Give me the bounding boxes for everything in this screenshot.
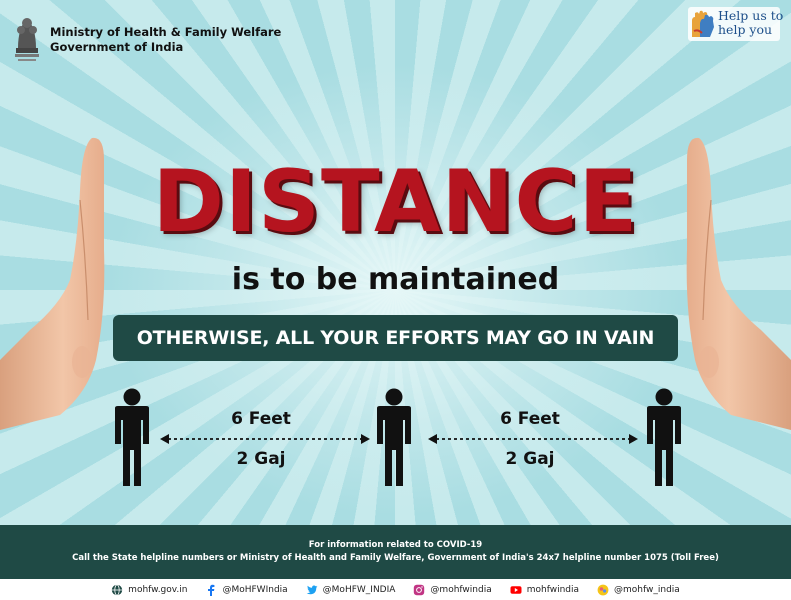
facebook-icon [208,584,215,596]
social-label: mohfw.gov.in [128,584,188,595]
ministry-line-2: Government of India [50,40,184,54]
koo-icon [597,584,609,595]
social-youtube[interactable]: mohfwindia [510,584,579,596]
distance-1-feet: 6 Feet [231,409,291,429]
warning-banner-text: OTHERWISE, ALL YOUR EFFORTS MAY GO IN VA… [136,327,655,349]
ministry-name: Ministry of Health & Family Welfare Gove… [50,25,281,55]
social-label: @MoHFW_INDIA [322,584,396,595]
person-left-icon [115,388,149,486]
info-line-2: Call the State helpline numbers or Minis… [72,553,719,563]
twitter-icon [306,585,318,594]
right-hand-image [686,137,791,430]
social-facebook[interactable]: @MoHFWIndia [205,584,288,596]
social-label: @mohfw_india [614,584,680,595]
social-label: @mohfwindia [430,584,492,595]
social-bar: mohfw.gov.in @MoHFWIndia @MoHFW_INDIA @m… [0,579,791,600]
distance-1-gaj: 2 Gaj [236,449,286,469]
left-hand-image [0,137,105,430]
social-instagram[interactable]: @mohfwindia [413,584,492,596]
social-label: mohfwindia [526,584,580,595]
help-line-1: Help us to [718,8,784,23]
youtube-icon [510,585,522,594]
distance-2-gaj: 2 Gaj [505,449,555,469]
state-emblem-icon [15,18,39,61]
instagram-icon [414,584,425,595]
help-line-2: help you [718,22,773,37]
person-middle-icon [377,388,411,486]
social-label: @MoHFWIndia [222,584,288,595]
social-twitter[interactable]: @MoHFW_INDIA [306,584,396,596]
ministry-line-1: Ministry of Health & Family Welfare [50,25,282,39]
double-arrow-icon [160,434,370,444]
double-arrow-icon [428,434,638,444]
headline-distance: DISTANCE [152,152,639,252]
social-koo[interactable]: @mohfw_india [597,584,680,596]
help-us-logo-icon [688,7,780,41]
person-right-icon [647,388,681,486]
info-line-1: For information related to COVID-19 [308,540,483,550]
globe-icon [111,583,123,596]
info-footer: For information related to COVID-19 Call… [0,525,791,579]
subheadline: is to be maintained [231,262,560,297]
distance-2-feet: 6 Feet [500,409,560,429]
help-us-text: Help us to help you [718,9,783,37]
warning-banner: OTHERWISE, ALL YOUR EFFORTS MAY GO IN VA… [113,315,678,361]
social-website[interactable]: mohfw.gov.in [111,583,188,596]
